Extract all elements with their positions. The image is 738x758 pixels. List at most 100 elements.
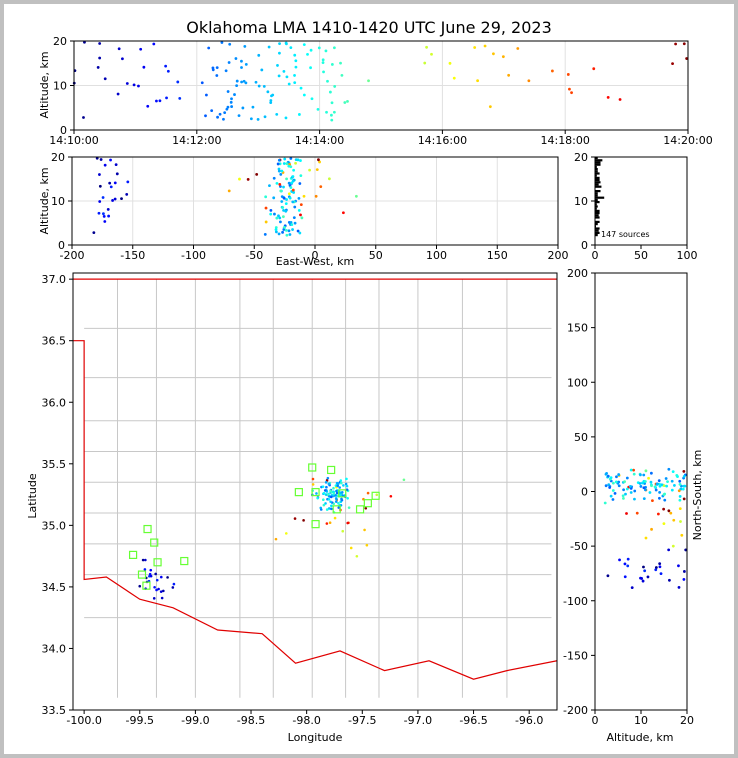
ew-alt-source-point (281, 230, 284, 234)
alt-time-source-point (330, 63, 334, 66)
plan-source-point (327, 507, 331, 510)
alt-time-xtick-label: 14:10:00 (49, 134, 98, 147)
hist-xtick-label: 0 (592, 249, 599, 262)
plan-source-point (339, 481, 343, 485)
ns-alt-source-point (667, 509, 671, 513)
ew-alt-source-point (114, 163, 118, 167)
alt-time-source-point (448, 61, 452, 65)
plan-source-point (341, 494, 345, 497)
ns-alt-source-point (629, 491, 633, 494)
hist-bar (595, 231, 600, 234)
source-count-note: 147 sources (601, 230, 650, 239)
hist-bar (595, 205, 598, 208)
ew-alt-source-point (120, 197, 123, 201)
alt-time-source-point (287, 82, 291, 86)
ns-alt-ytick-label: -50 (570, 540, 588, 553)
altitude-histogram-panel: 147 sources 0 50 100 0 10 20 (574, 151, 698, 262)
plan-source-point (152, 597, 156, 600)
ns-alt-source-point (632, 472, 636, 476)
plan-source-point (342, 484, 345, 487)
alt-time-source-point (241, 106, 245, 110)
ew-alt-source-point (280, 169, 284, 173)
alt-time-source-point (165, 96, 168, 100)
alt-time-source-point (215, 66, 219, 70)
ns-alt-source-point (621, 494, 625, 498)
ew-alt-xtick-label: 200 (548, 249, 569, 262)
ns-alt-source-point (611, 498, 615, 501)
ew-alt-source-point (109, 185, 113, 189)
ns-alt-ytick-label: 100 (567, 376, 588, 389)
alt-time-source-point (294, 65, 298, 69)
ew-alt-source-point (277, 232, 281, 236)
alt-time-source-point (210, 109, 214, 113)
plan-ytick-label: 34.5 (42, 581, 67, 594)
hist-ytick-label: 0 (581, 239, 588, 252)
hist-bar (595, 170, 598, 173)
ew-alt-source-point (293, 221, 297, 225)
alt-time-source-point (317, 46, 321, 50)
ns-alt-source-point (639, 473, 642, 477)
alt-time-source-point (302, 43, 306, 47)
ew-alt-source-point (275, 216, 279, 220)
hist-bar (595, 229, 599, 232)
alt-time-xtick-label: 14:18:00 (540, 134, 589, 147)
hist-bar (595, 172, 600, 175)
ns-alt-ylabel: North-South, km (691, 450, 704, 541)
ew-alt-source-point (103, 220, 107, 223)
alt-time-xtick-label: 14:14:00 (295, 134, 344, 147)
ns-alt-xtick-label: 20 (680, 714, 694, 727)
plan-source-point (141, 558, 145, 562)
ew-alt-source-point (277, 214, 280, 218)
hist-bar (595, 192, 598, 195)
plan-source-point (274, 537, 278, 541)
plan-xtick-label: -98.5 (237, 714, 265, 727)
ew-alt-source-point (272, 196, 276, 200)
alt-time-source-point (216, 115, 219, 119)
plan-source-point (344, 482, 348, 486)
alt-time-source-point (117, 47, 121, 51)
plan-source-point (332, 486, 335, 490)
alt-time-source-point (158, 99, 162, 103)
ns-alt-source-point (651, 499, 654, 503)
alt-time-source-point (285, 75, 289, 79)
alt-time-source-point (218, 112, 222, 116)
ns-alt-xlabel: Altitude, km (606, 731, 673, 744)
ns-alt-source-point (654, 488, 658, 492)
figure: Oklahoma LMA 1410-1420 UTC June 29, 2023… (4, 4, 734, 754)
ew-alt-source-point (296, 158, 300, 162)
ns-alt-source-point (644, 536, 648, 540)
plan-source-point (327, 498, 331, 501)
ns-alt-source-point (639, 576, 642, 580)
alt-time-source-point (146, 104, 150, 108)
alt-time-source-point (330, 101, 334, 105)
ew-alt-source-point (284, 202, 288, 206)
hist-frame (594, 156, 688, 246)
ew-alt-source-point (291, 188, 295, 192)
plan-source-point (162, 589, 165, 593)
ew-alt-source-point (113, 181, 117, 185)
ns-alt-source-point (625, 512, 628, 515)
alt-time-source-point (425, 45, 428, 49)
plan-source-point (389, 494, 393, 498)
ns-alt-source-point (642, 497, 646, 501)
ew-alt-source-point (111, 199, 114, 202)
ns-alt-source-point (623, 480, 627, 484)
alt-time-source-point (293, 74, 296, 77)
alt-time-source-point (275, 112, 279, 116)
ew-alt-source-point (287, 181, 291, 185)
hist-bar (595, 207, 597, 210)
ew-alt-source-point (299, 159, 302, 162)
alt-time-source-point (452, 76, 456, 80)
alt-time-source-point (166, 69, 170, 73)
ns-alt-source-point (608, 486, 612, 489)
alt-time-source-point (230, 97, 233, 101)
ns-alt-source-point (633, 489, 637, 493)
alt-time-source-point (251, 105, 255, 109)
ns-alt-source-point (644, 488, 647, 492)
state-border (73, 340, 558, 680)
ew-alt-source-point (282, 196, 286, 200)
ns-alt-source-point (678, 495, 682, 498)
plan-source-point (335, 491, 339, 495)
plan-source-point (340, 497, 343, 501)
ew-alt-source-point (302, 194, 306, 198)
